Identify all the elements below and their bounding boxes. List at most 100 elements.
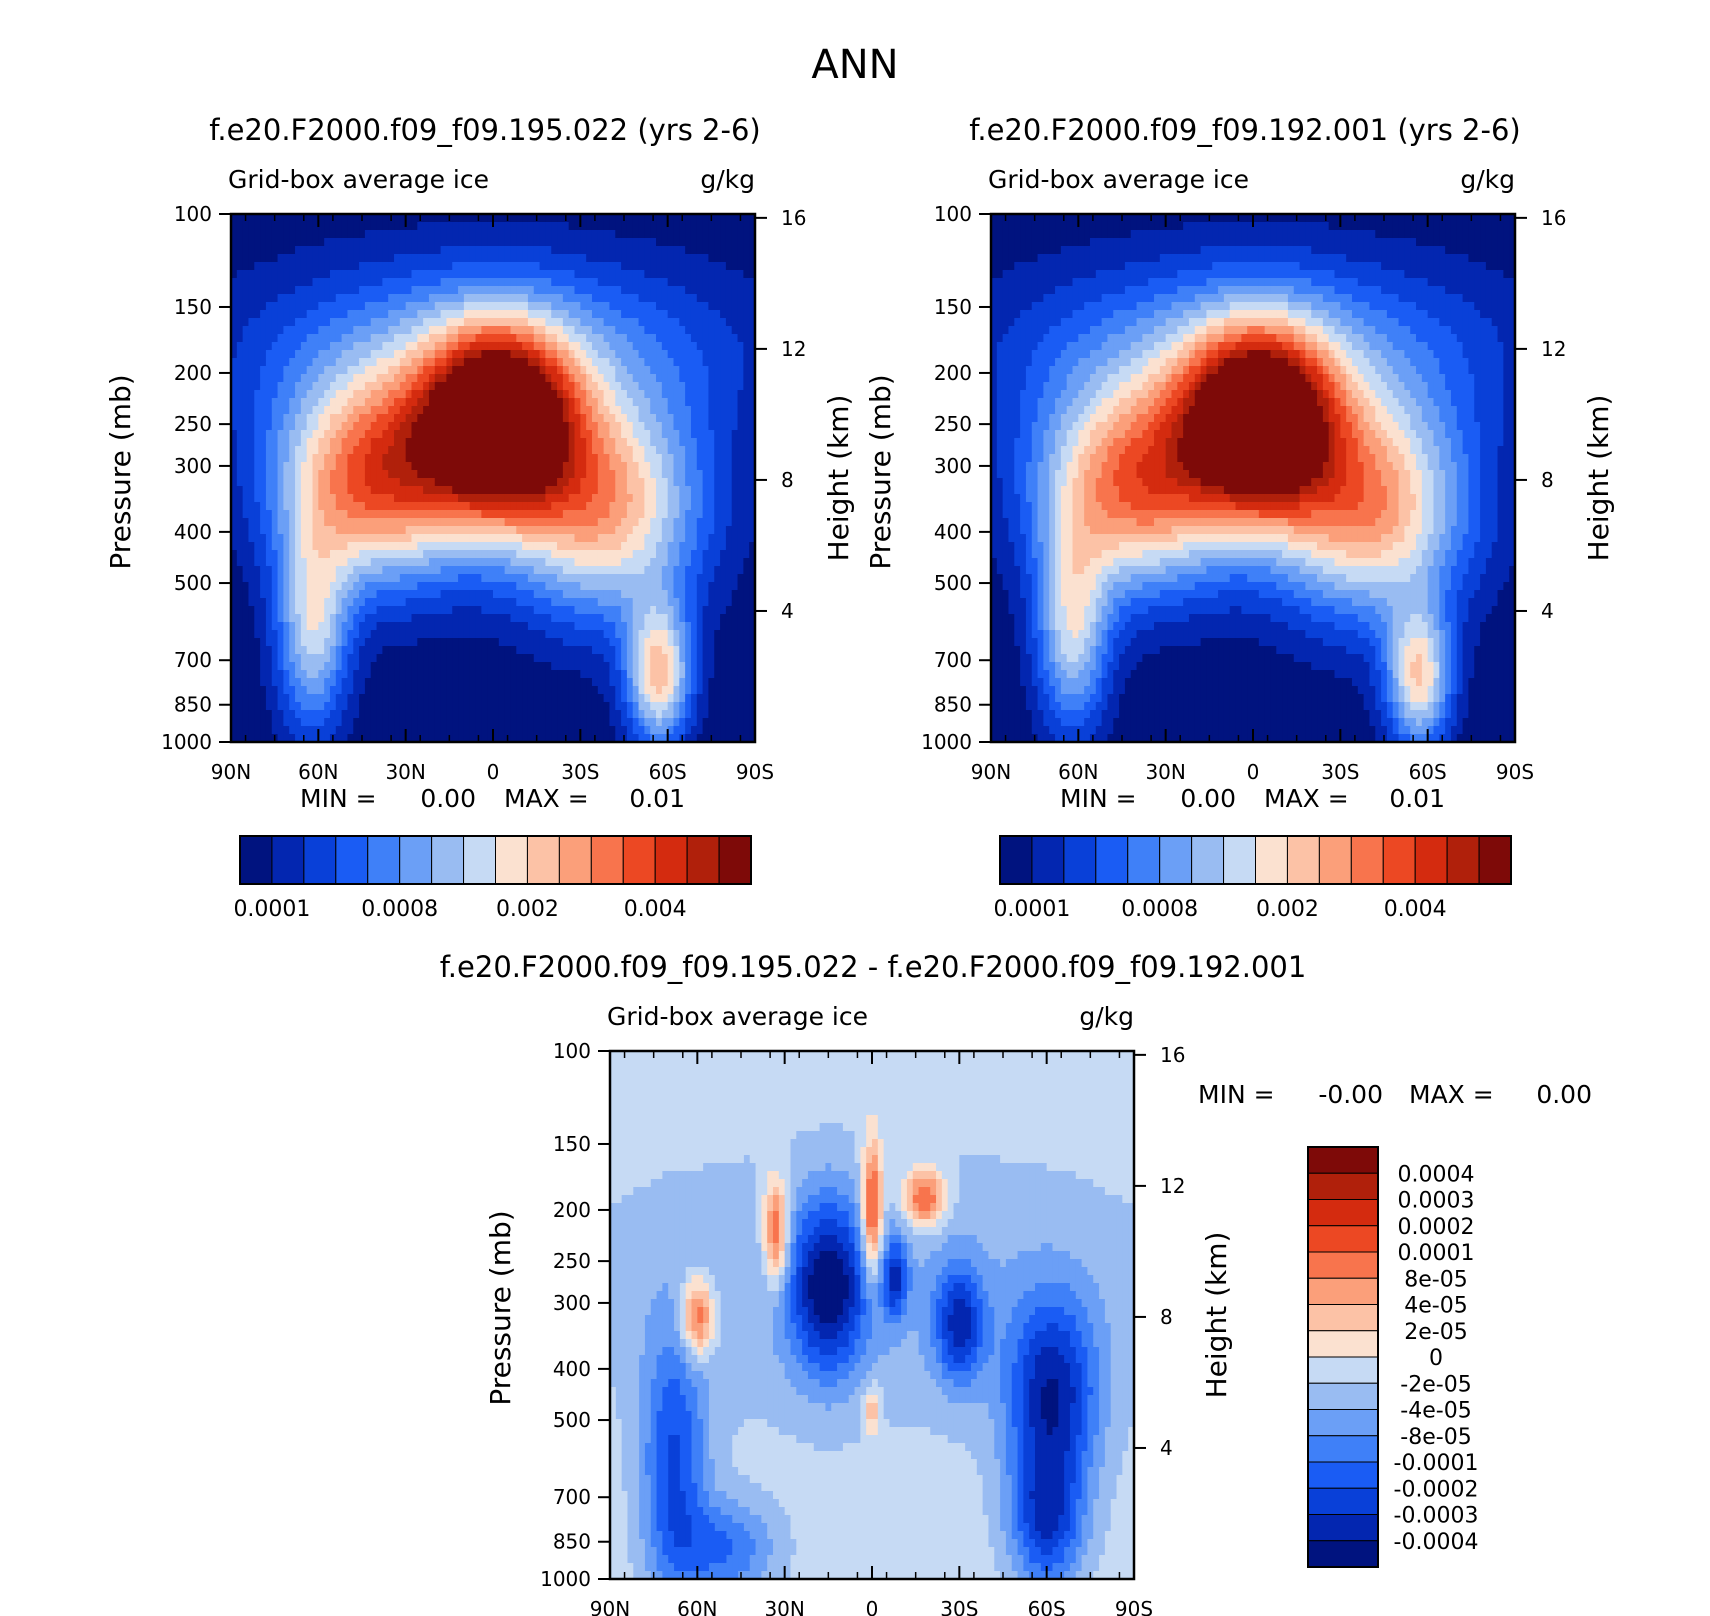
contour-cell	[312, 310, 319, 319]
contour-cell	[725, 398, 733, 407]
contour-cell	[359, 374, 366, 383]
contour-cell	[434, 270, 442, 279]
contour-cell	[260, 630, 267, 639]
contour-cell	[545, 542, 552, 551]
contour-cell	[260, 398, 267, 407]
contour-cell	[300, 430, 308, 439]
contour-cell	[626, 390, 634, 399]
contour-cell	[533, 574, 541, 583]
contour-cell	[446, 278, 453, 287]
contour-cell	[254, 246, 261, 255]
contour-cell	[597, 278, 605, 287]
contour-cell	[295, 342, 302, 351]
contour-cell	[667, 566, 675, 575]
contour-cell	[673, 334, 680, 343]
contour-cell	[737, 382, 744, 391]
contour-cell	[236, 374, 244, 383]
contour-cell	[504, 230, 512, 239]
contour-cell	[568, 398, 576, 407]
contour-cell	[271, 438, 279, 447]
contour-cell	[329, 246, 337, 255]
contour-cell	[388, 606, 395, 615]
contour-cell	[289, 262, 296, 271]
contour-cell	[423, 358, 430, 367]
contour-cell	[580, 350, 587, 359]
contour-cell	[289, 454, 296, 463]
contour-cell	[632, 566, 640, 575]
contour-cell	[702, 534, 710, 543]
contour-cell	[591, 334, 599, 343]
contour-cell	[609, 238, 616, 247]
contour-cell	[446, 366, 453, 375]
contour-cell	[557, 502, 564, 511]
contour-cell	[423, 550, 430, 559]
contour-cell	[347, 542, 354, 551]
contour-cell	[522, 638, 529, 647]
contour-cell	[545, 422, 552, 431]
contour-cell	[597, 630, 605, 639]
contour-cell	[603, 534, 611, 543]
contour-cell	[621, 238, 628, 247]
contour-cell	[737, 422, 744, 431]
contour-cell	[394, 510, 401, 519]
contour-cell	[603, 446, 611, 455]
contour-cell	[626, 502, 634, 511]
contour-cell	[359, 366, 366, 375]
contour-cell	[661, 342, 669, 351]
contour-cell	[498, 382, 506, 391]
contour-cell	[434, 342, 442, 351]
contour-cell	[708, 374, 715, 383]
contour-cell	[312, 550, 319, 559]
contour-cell	[743, 430, 750, 439]
contour-cell	[545, 470, 552, 479]
contour-cell	[749, 390, 755, 399]
contour-cell	[394, 638, 401, 647]
contour-cell	[306, 302, 314, 311]
contour-cell	[708, 230, 715, 239]
contour-cell	[621, 294, 628, 303]
contour-cell	[720, 462, 727, 471]
contour-cell	[324, 310, 331, 319]
contour-cell	[236, 494, 244, 503]
contour-cell	[504, 310, 512, 319]
contour-cell	[440, 558, 448, 567]
contour-cell	[335, 574, 343, 583]
contour-cell	[568, 558, 576, 567]
contour-cell	[586, 606, 593, 615]
contour-cell	[446, 510, 453, 519]
contour-cell	[731, 390, 739, 399]
contour-cell	[440, 518, 448, 527]
contour-cell	[399, 614, 407, 623]
contour-cell	[510, 262, 517, 271]
contour-cell	[690, 238, 698, 247]
contour-cell	[265, 374, 273, 383]
contour-cell	[260, 246, 267, 255]
contour-cell	[306, 214, 314, 223]
contour-cell	[568, 366, 576, 375]
contour-cell	[731, 254, 739, 263]
contour-cell	[254, 446, 261, 455]
contour-cell	[743, 398, 750, 407]
contour-cell	[696, 350, 704, 359]
contour-cell	[708, 270, 715, 279]
contour-cell	[347, 222, 354, 231]
contour-cell	[388, 590, 395, 599]
contour-cell	[522, 222, 529, 231]
contour-cell	[388, 534, 395, 543]
contour-cell	[283, 598, 290, 607]
contour-cell	[632, 214, 640, 223]
contour-cell	[731, 478, 739, 487]
contour-cell	[347, 638, 354, 647]
contour-cell	[533, 246, 541, 255]
contour-cell	[359, 590, 366, 599]
contour-cell	[475, 230, 482, 239]
contour-cell	[277, 278, 284, 287]
contour-cell	[510, 390, 517, 399]
contour-cell	[493, 326, 500, 335]
contour-cell	[324, 270, 331, 279]
contour-cell	[335, 478, 343, 487]
contour-cell	[743, 454, 750, 463]
contour-cell	[289, 302, 296, 311]
contour-cell	[458, 558, 465, 567]
contour-cell	[522, 478, 529, 487]
